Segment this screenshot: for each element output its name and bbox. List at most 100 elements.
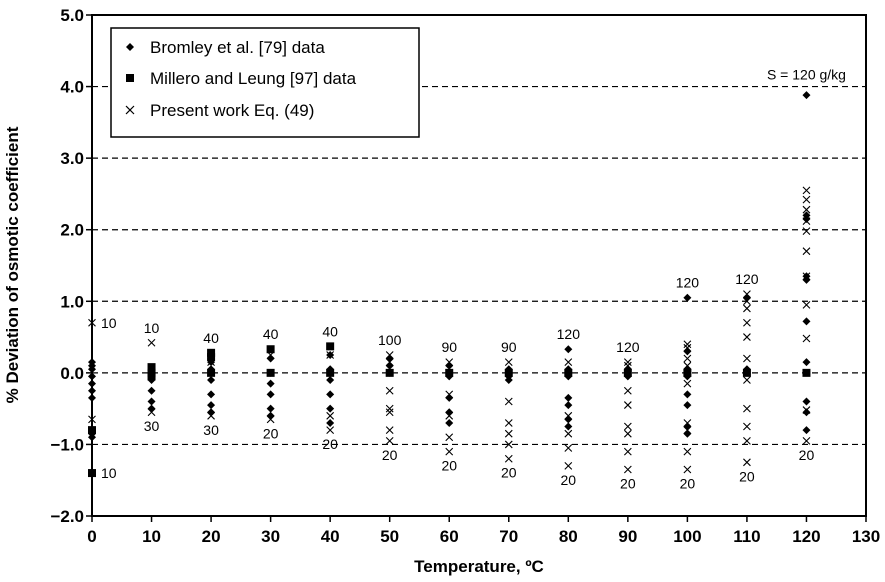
annotation-label: 30 [144, 418, 160, 434]
diamond-point [147, 386, 156, 395]
diamond-point [326, 390, 335, 399]
square-point [683, 368, 692, 377]
diamond-point [326, 418, 335, 427]
annotation-label: 90 [501, 339, 517, 355]
x-point [445, 447, 454, 456]
square-point [147, 372, 156, 381]
legend-x-marker [125, 105, 135, 115]
x-point [88, 318, 96, 327]
x-point [683, 354, 692, 363]
x-point [683, 465, 692, 474]
x-point [802, 217, 811, 226]
point-annotations: S = 120 g/kg 10 10 10 30 40 30 40 20 40 20 100 20 90 2… [101, 67, 846, 492]
annotation-label: 10 [101, 465, 117, 481]
square-point [742, 368, 751, 377]
x-point [743, 318, 751, 327]
x-tick-label: 80 [559, 527, 578, 546]
x-point [623, 401, 632, 409]
legend-box [110, 27, 420, 138]
annotation-label: 40 [322, 323, 338, 339]
x-tick-label: 70 [499, 527, 518, 546]
diamond-point [207, 376, 216, 385]
y-tick-label: −1.0 [50, 435, 84, 454]
annotation-label: 20 [501, 465, 517, 481]
x-point [385, 386, 394, 395]
diamond-point [88, 365, 96, 374]
y-tick-label: 2.0 [60, 221, 84, 240]
x-point [445, 358, 454, 367]
x-axis-ticks: 0 10 20 30 40 50 60 70 80 90 100 110 120 130 [87, 516, 880, 546]
x-point [564, 429, 573, 438]
legend-label-millero: Millero and Leung [97] data [150, 69, 357, 88]
x-point [802, 300, 811, 309]
annotation-label: 90 [441, 339, 457, 355]
square-point [504, 368, 513, 377]
gridlines [92, 85, 866, 446]
square-point [623, 368, 632, 377]
diamond-point [802, 426, 811, 435]
x-point [445, 390, 454, 399]
x-point [147, 338, 156, 347]
diamond-point [207, 390, 216, 399]
x-point [743, 297, 751, 306]
data-points [88, 91, 811, 478]
x-tick-label: 130 [852, 527, 880, 546]
diamond-point [88, 372, 96, 381]
annotation-label: 20 [263, 425, 279, 441]
x-point [564, 444, 573, 452]
square-point [207, 348, 216, 357]
diamond-point [564, 393, 573, 402]
y-tick-label: 0.0 [60, 364, 84, 383]
square-point [564, 368, 573, 377]
y-tick-label: −2.0 [50, 507, 84, 526]
x-tick-label: 30 [261, 527, 280, 546]
annotation-label: 30 [203, 422, 219, 438]
diamond-point [266, 390, 275, 399]
annotation-label: 40 [263, 326, 279, 342]
square-point [266, 368, 275, 377]
x-point [802, 205, 811, 214]
x-point [743, 290, 751, 299]
x-point [207, 411, 215, 420]
x-tick-label: 110 [733, 527, 760, 546]
square-point [207, 368, 216, 377]
diamond-point [564, 401, 573, 410]
x-point [683, 426, 692, 435]
x-point [683, 340, 692, 349]
diamond-point [326, 376, 335, 385]
x-point [385, 404, 394, 413]
annotation-label: 20 [561, 472, 577, 488]
x-tick-label: 50 [380, 527, 399, 546]
x-point [743, 422, 751, 431]
x-point [623, 447, 632, 456]
diamond-point [683, 293, 692, 302]
x-tick-label: 100 [673, 527, 701, 546]
square-point [88, 469, 96, 478]
diamond-point [266, 404, 275, 413]
x-point [802, 436, 811, 445]
x-point [683, 343, 692, 352]
annotation-label: 120 [557, 326, 581, 342]
square-point [802, 368, 811, 377]
x-point [504, 419, 513, 427]
x-point [564, 358, 573, 367]
diamond-point [88, 393, 96, 402]
annotation-label: 120 [676, 275, 700, 291]
x-point [623, 422, 632, 431]
y-tick-label: 1.0 [60, 292, 84, 311]
square-point [88, 426, 96, 435]
diamond-point [88, 433, 96, 442]
x-point [623, 358, 632, 367]
x-point [743, 333, 751, 341]
annotation-label: 100 [378, 332, 402, 348]
square-point [326, 368, 335, 377]
diamond-point [802, 91, 811, 100]
annotation-label: 20 [322, 436, 338, 452]
x-point [88, 415, 96, 424]
x-point [802, 334, 811, 343]
square-point [266, 345, 275, 354]
annotation-label: 10 [101, 315, 117, 331]
y-axis-ticks: 5.0 4.0 3.0 2.0 1.0 0.0 −1.0 −2.0 [50, 6, 92, 526]
x-point [802, 186, 811, 195]
x-point [504, 454, 513, 463]
